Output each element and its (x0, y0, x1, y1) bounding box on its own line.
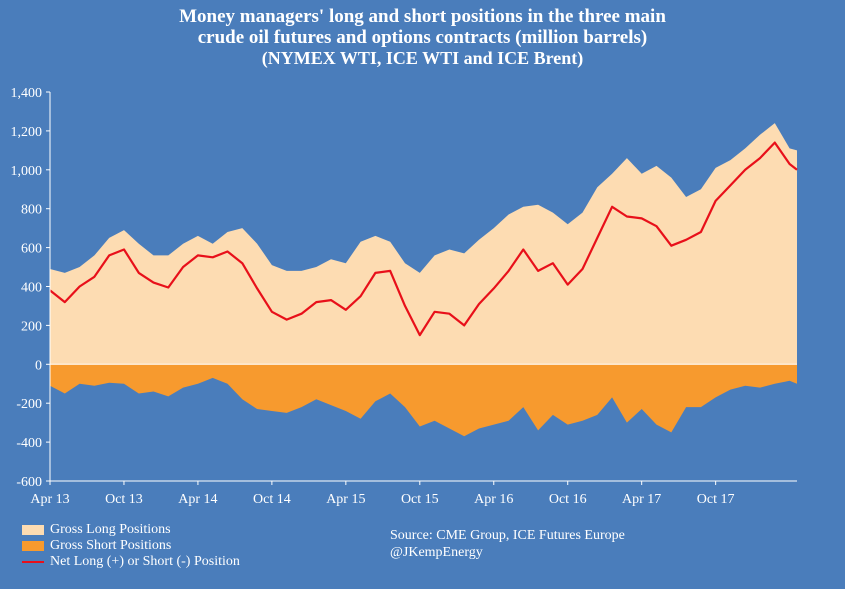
x-tick-label: Oct 16 (549, 492, 587, 507)
y-tick-label: -200 (16, 397, 42, 412)
x-tick-label: Apr 16 (474, 492, 513, 507)
source-line: Source: CME Group, ICE Futures Europe (390, 528, 625, 543)
x-tick-label: Apr 17 (622, 492, 661, 507)
chart-plot: -600 -400 -200 0 200 400 600 800 1,000 1,200 1,400… (11, 86, 798, 507)
chart-title-line-3: (NYMEX WTI, ICE WTI and ICE Brent) (261, 48, 584, 68)
legend-label-short: Gross Short Positions (50, 538, 172, 553)
series-net-position-line (49, 141, 798, 337)
chart-title: Money managers' long and short positions… (0, 6, 845, 69)
x-tick-label: Oct 15 (401, 492, 439, 507)
legend-label-long: Gross Long Positions (50, 522, 171, 537)
x-tick-label: Apr 13 (30, 492, 69, 507)
series-gross-short-area (50, 364, 797, 437)
x-tick-label: Oct 17 (697, 492, 735, 507)
y-tick-label: 200 (21, 319, 42, 334)
chart-axes (46, 91, 797, 485)
chart-tick-labels: -600 -400 -200 0 200 400 600 800 1,000 1,200 1,400… (11, 86, 735, 507)
x-tick-label: Oct 14 (253, 492, 291, 507)
chart-title-line-1: Money managers' long and short positions… (179, 6, 666, 27)
y-tick-label: -600 (16, 475, 42, 490)
y-tick-label: -400 (16, 436, 42, 451)
legend-swatch-net (22, 561, 44, 563)
chart-legend: Gross Long Positions Gross Short Positio… (22, 522, 240, 570)
x-tick-label: Apr 15 (326, 492, 365, 507)
y-tick-label: 1,000 (11, 164, 43, 179)
legend-label-net: Net Long (+) or Short (-) Position (50, 554, 240, 569)
y-tick-label: 400 (21, 281, 42, 296)
legend-item-net: Net Long (+) or Short (-) Position (22, 554, 240, 570)
legend-swatch-long (22, 525, 44, 535)
legend-swatch-short (22, 541, 44, 551)
y-tick-label: 1,400 (11, 86, 43, 101)
x-tick-label: Oct 13 (105, 492, 143, 507)
source-note: Source: CME Group, ICE Futures Europe @J… (390, 527, 625, 561)
x-tick-label: Apr 14 (178, 492, 217, 507)
y-tick-label: 600 (21, 242, 42, 257)
y-tick-label: 0 (35, 358, 42, 373)
legend-item-short: Gross Short Positions (22, 538, 240, 554)
chart-title-line-2: crude oil futures and options contracts … (197, 27, 648, 48)
y-tick-label: 1,200 (11, 125, 43, 140)
legend-item-long: Gross Long Positions (22, 522, 240, 538)
source-handle: @JKempEnergy (390, 545, 483, 560)
series-gross-long-area (50, 123, 797, 365)
y-tick-label: 800 (21, 203, 42, 218)
chart-areas (49, 123, 798, 437)
